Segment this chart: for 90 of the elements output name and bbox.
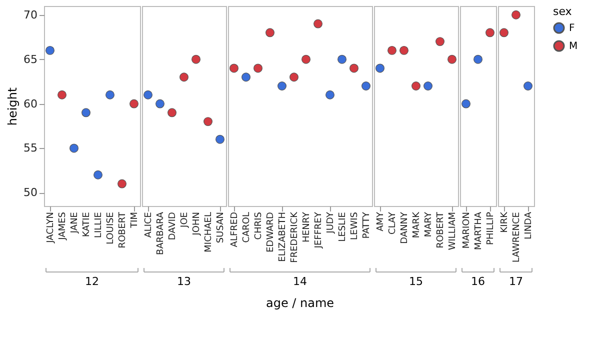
text: age / name (266, 296, 334, 310)
x-tick-label: LILLIE (94, 212, 104, 238)
point (144, 90, 152, 100)
x-tick-label: ALICE (144, 212, 154, 238)
point (376, 64, 384, 73)
x-tick-label: ROBERT (118, 212, 128, 248)
x-tick-label: JOE (180, 212, 190, 228)
x-tick-label: CHRIS (254, 212, 264, 240)
x-tick-label: JAMES (58, 212, 68, 241)
x-tick-label: CLAY (388, 212, 398, 234)
point (204, 117, 212, 126)
x-tick-label: HENRY (302, 212, 312, 242)
point (290, 72, 298, 82)
x-tick-label: ALFRED (230, 212, 240, 248)
x-tick-label: BARBARA (156, 211, 166, 255)
x-tick-label: DANNY (400, 212, 410, 244)
x-tick-label: MARY (424, 212, 434, 238)
point (338, 54, 346, 64)
x-tick-label: MICHAEL (204, 212, 214, 252)
point (362, 82, 370, 90)
x-tick-label: EDWARD (266, 212, 276, 252)
x-tick-label: CAROL (242, 212, 252, 243)
x-tick-label: TIM (130, 212, 140, 229)
point (46, 46, 54, 55)
x-tick-label: KATIE (82, 212, 92, 238)
point (326, 90, 334, 100)
point (192, 54, 200, 64)
point (436, 37, 444, 46)
x-tick-label: SUSAN (216, 212, 226, 244)
x-tick-label: ROBERT (436, 212, 446, 248)
point (70, 144, 78, 153)
point (180, 72, 188, 82)
y-tick-label: 70 (24, 8, 38, 22)
x-tick-label: LAWRENCE (512, 212, 522, 262)
x-tick-label: DAVID (168, 212, 178, 240)
y-tick-label: 55 (24, 142, 38, 155)
point (216, 134, 224, 144)
x-tick-label: JEFFREY (314, 212, 324, 250)
point (130, 99, 138, 108)
point (424, 82, 432, 90)
x-tick-label: FREDERICK (290, 210, 300, 263)
point (168, 108, 176, 118)
point (230, 64, 238, 73)
x-tick-label: KIRK (500, 210, 510, 233)
y-axis-title: height (6, 87, 20, 126)
point (242, 72, 250, 82)
x-axis-title: 15 (409, 275, 423, 288)
point (156, 99, 164, 108)
x-tick-label: MARTHA (474, 211, 484, 250)
x-tick-label: JACLYN (46, 212, 56, 244)
x-axis-title: 14 (293, 275, 307, 288)
point (82, 108, 90, 118)
point (400, 46, 408, 55)
x-tick-label: LESLIE (338, 212, 348, 242)
point (254, 64, 262, 73)
x-tick-label: MARION (462, 212, 472, 249)
legend-label: M (569, 41, 578, 52)
x-tick-label: LINDA (524, 211, 534, 240)
point (58, 90, 66, 100)
point (412, 82, 420, 90)
point (350, 64, 358, 73)
x-tick-label: AMY (376, 212, 386, 232)
x-tick-label: JOHN (192, 212, 202, 236)
point (266, 28, 274, 38)
x-axis-title: 12 (85, 275, 99, 288)
x-axis-title: 16 (471, 275, 485, 288)
x-tick-label: WILLIAM (448, 212, 458, 250)
point (94, 170, 102, 180)
x-tick-label: JUDY (326, 212, 336, 234)
x-tick-label: PHILLIP (486, 211, 496, 245)
legend-title: sex (553, 5, 572, 18)
y-tick-label: 50 (24, 186, 38, 200)
point (118, 179, 126, 188)
point (302, 54, 310, 64)
x-axis-title: 17 (509, 275, 523, 288)
point (106, 90, 114, 100)
x-tick-label: LEWIS (350, 212, 360, 240)
point (448, 54, 456, 64)
legend-label: F (569, 23, 575, 34)
x-tick-label: MARK (412, 210, 422, 238)
x-tick-label: ELIZABETH (278, 212, 288, 262)
point (314, 19, 322, 28)
x-tick-label: LOUISE (106, 212, 116, 244)
y-tick-label: 60 (24, 97, 38, 110)
x-tick-label: JANE (70, 212, 80, 234)
x-axis-title: 13 (177, 275, 191, 288)
y-tick-label: 65 (24, 52, 38, 66)
x-tick-label: PATTY (362, 212, 372, 239)
point (388, 46, 396, 55)
point (278, 82, 286, 90)
